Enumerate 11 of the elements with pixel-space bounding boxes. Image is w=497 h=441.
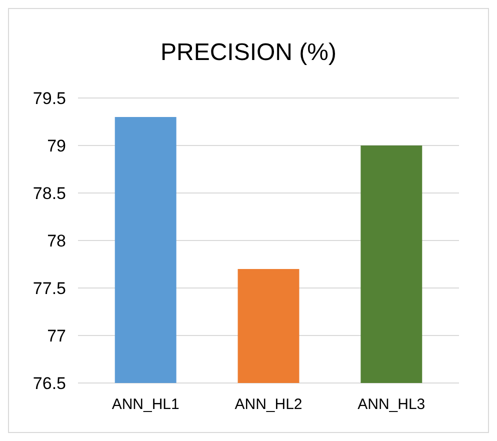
y-tick-label: 78: [47, 231, 66, 250]
y-tick-label: 78.5: [32, 184, 66, 203]
x-tick-label: ANN_HL1: [112, 396, 180, 413]
chart-title: PRECISION (%): [160, 39, 337, 66]
y-tick-label: 77.5: [32, 278, 66, 298]
x-tick-label: ANN_HL3: [358, 396, 426, 413]
y-tick-label: 79.5: [32, 88, 66, 108]
x-tick-label: ANN_HL2: [234, 396, 302, 413]
y-tick-label: 76.5: [32, 374, 66, 393]
y-tick-label: 79: [47, 136, 66, 156]
y-tick-label: 77: [47, 326, 66, 346]
